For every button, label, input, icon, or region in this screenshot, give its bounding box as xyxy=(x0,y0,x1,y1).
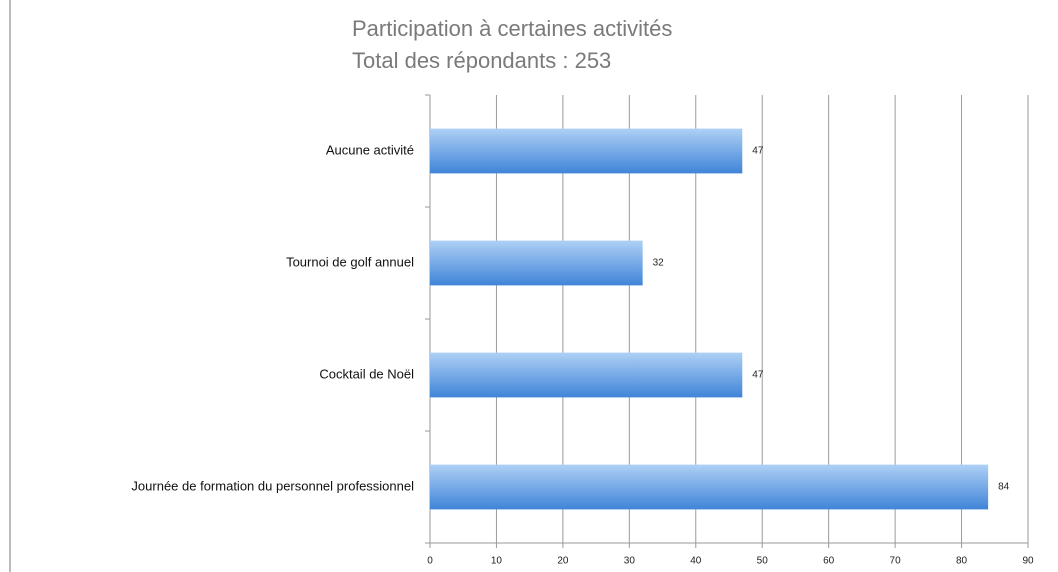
x-tick-label: 30 xyxy=(624,556,636,567)
x-tick-label: 10 xyxy=(491,556,503,567)
x-tick-label: 20 xyxy=(557,556,569,567)
data-label: 84 xyxy=(998,482,1010,493)
y-tick-label: Journée de formation du personnel profes… xyxy=(131,478,414,493)
x-tick-label: 40 xyxy=(690,556,702,567)
x-tick-label: 60 xyxy=(823,556,835,567)
bar xyxy=(430,128,743,174)
bar xyxy=(430,240,643,286)
bar xyxy=(430,464,989,510)
y-tick-label: Cocktail de Noël xyxy=(319,366,414,381)
y-tick-label: Tournoi de golf annuel xyxy=(286,254,414,269)
y-tick-label: Aucune activité xyxy=(326,142,414,157)
x-tick-label: 90 xyxy=(1022,556,1034,567)
x-tick-label: 80 xyxy=(956,556,968,567)
x-tick-label: 70 xyxy=(890,556,902,567)
bar xyxy=(430,352,743,398)
x-tick-label: 0 xyxy=(427,556,433,567)
chart-title: Participation à certaines activités xyxy=(352,16,672,41)
chart-subtitle: Total des répondants : 253 xyxy=(352,48,611,73)
data-label: 32 xyxy=(653,258,665,269)
data-label: 47 xyxy=(752,146,764,157)
data-label: 47 xyxy=(752,370,764,381)
x-tick-label: 50 xyxy=(757,556,769,567)
